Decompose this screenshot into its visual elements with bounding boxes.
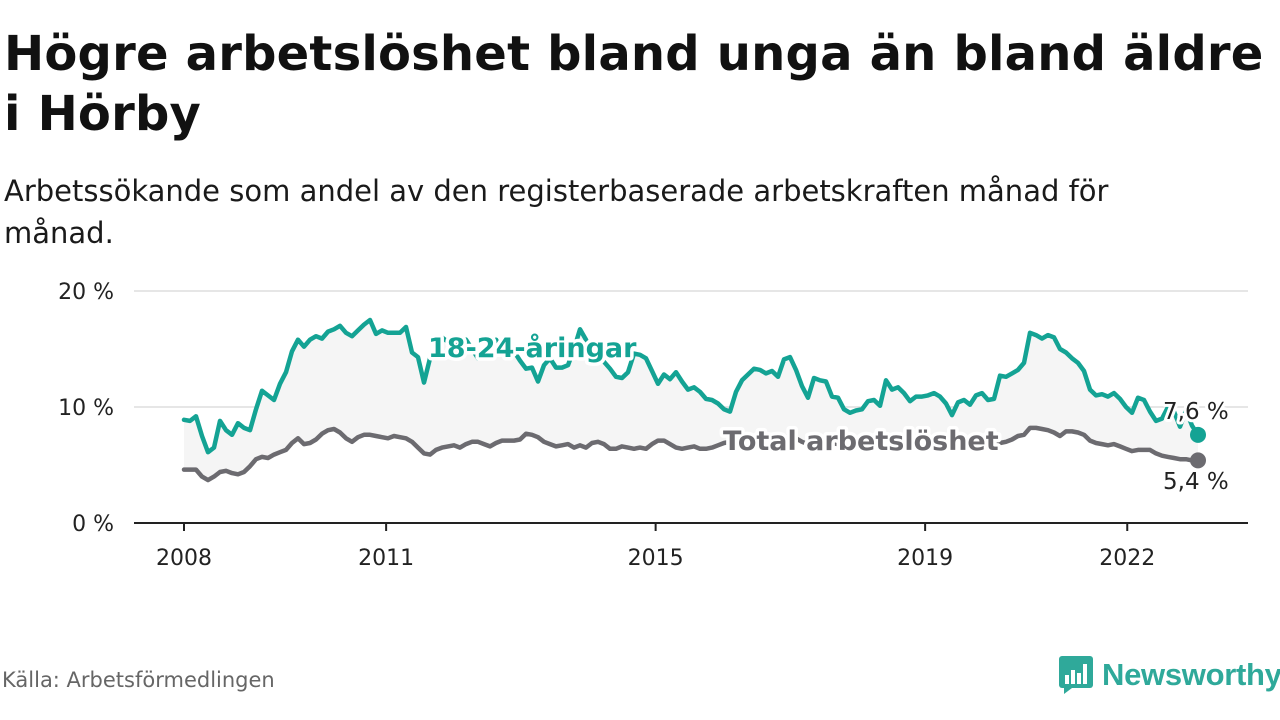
newsworthy-logo-icon bbox=[1059, 656, 1093, 694]
series-label-total-text: Total arbetslöshet bbox=[723, 426, 999, 457]
x-tick-label: 2022 bbox=[1099, 546, 1155, 571]
x-tick-label: 2019 bbox=[897, 546, 953, 571]
series-label-youth-halo: 18-24-åringar bbox=[428, 332, 637, 364]
end-label-youth-text: 7,6 % bbox=[1163, 399, 1229, 425]
end-label-total-halo: 5,4 % bbox=[1163, 469, 1229, 495]
band-area bbox=[184, 320, 1198, 481]
chart-subtitle: Arbetssökande som andel av den registerb… bbox=[4, 174, 1109, 250]
brand-name: Newsworthy bbox=[1102, 657, 1280, 692]
series-label-youth-text: 18-24-åringar bbox=[428, 332, 637, 364]
series-label-total-halo: Total arbetslöshet bbox=[723, 426, 999, 457]
x-tick-label: 2015 bbox=[628, 546, 684, 571]
source-note: Källa: Arbetsförmedlingen bbox=[2, 668, 275, 692]
series-line-total bbox=[181, 425, 1201, 483]
series-line-youth bbox=[181, 317, 1201, 455]
x-tick-label: 2008 bbox=[156, 546, 212, 571]
line-chart: 0 % 10 % 20 % 2008 2011 2015 2019 2022 18-24-år… bbox=[58, 280, 1248, 571]
range-band bbox=[184, 320, 1198, 481]
y-tick-label: 20 % bbox=[58, 280, 114, 305]
end-marker-youth bbox=[1190, 426, 1206, 443]
brand-logo[interactable]: Newsworthy bbox=[1058, 654, 1280, 696]
end-label-youth: 7,6 %7,6 % bbox=[1160, 396, 1232, 428]
y-tick-label: 0 % bbox=[72, 512, 114, 537]
series-lines bbox=[181, 317, 1206, 483]
end-label-total: 5,4 %5,4 % bbox=[1160, 466, 1232, 498]
chart-title: Högre arbetslöshet bland unga än bland ä… bbox=[4, 26, 1264, 142]
end-label-total-text: 5,4 % bbox=[1163, 469, 1229, 495]
x-tick-label: 2011 bbox=[358, 546, 414, 571]
axes: 0 % 10 % 20 % 2008 2011 2015 2019 2022 bbox=[58, 280, 1248, 571]
end-label-youth-halo: 7,6 % bbox=[1163, 399, 1229, 425]
end-marker-total bbox=[1190, 452, 1206, 469]
y-tick-label: 10 % bbox=[58, 396, 114, 421]
